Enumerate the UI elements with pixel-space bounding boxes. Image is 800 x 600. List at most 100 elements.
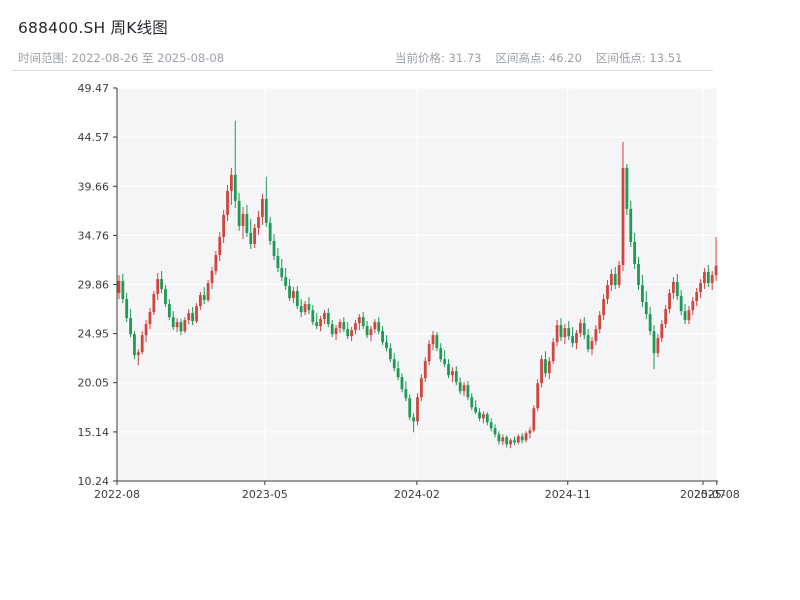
candle-body — [551, 342, 555, 362]
x-tick-label: 2025-08 — [694, 488, 740, 501]
header-divider — [12, 70, 713, 71]
candle-body — [644, 302, 648, 315]
candle-body — [485, 414, 489, 423]
x-tick-label: 2022-08 — [94, 488, 140, 501]
candle-body — [555, 325, 559, 343]
candle-body — [528, 430, 532, 434]
candle-body — [482, 414, 485, 419]
candle-body — [660, 324, 664, 339]
candle-body — [664, 309, 668, 325]
candle-body — [652, 331, 656, 354]
candle-body — [284, 277, 288, 287]
page-title: 688400.SH 周K线图 — [18, 19, 168, 37]
candle-body — [369, 329, 373, 336]
candle-body — [214, 254, 218, 272]
x-tick-label: 2024-02 — [394, 488, 440, 501]
candle-body — [175, 322, 179, 328]
candle-body — [447, 364, 450, 376]
candle-body — [140, 335, 144, 353]
candle-body — [629, 208, 633, 242]
candle-body — [388, 348, 392, 360]
candle-body — [598, 315, 602, 330]
candle-body — [613, 274, 617, 286]
candle-body — [233, 174, 237, 201]
candle-body — [609, 274, 613, 286]
candle-body — [268, 222, 272, 241]
candle-body — [668, 293, 671, 310]
candle-body — [295, 291, 299, 307]
candle-body — [400, 377, 404, 390]
candle-body — [559, 325, 563, 338]
candle-body — [621, 167, 625, 266]
candle-body — [326, 313, 330, 325]
candle-body — [714, 265, 718, 276]
candle-body — [633, 241, 637, 265]
candle-body — [458, 382, 462, 392]
candle-body — [396, 368, 400, 378]
candle-body — [462, 385, 466, 392]
candle-body — [249, 232, 253, 244]
candle-body — [338, 322, 342, 329]
y-tick-label: 15.14 — [78, 426, 110, 439]
y-tick-label: 29.86 — [78, 278, 110, 291]
candle-body — [315, 322, 319, 327]
candle-body — [117, 281, 121, 294]
candle-body — [567, 328, 571, 337]
candle-body — [586, 335, 590, 350]
candle-body — [261, 198, 264, 217]
candle-body — [466, 385, 470, 398]
candle-body — [575, 333, 578, 344]
candle-body — [505, 437, 509, 445]
candle-body — [656, 338, 660, 354]
candle-body — [299, 306, 303, 313]
candle-body — [470, 397, 474, 408]
y-tick-label: 34.76 — [78, 229, 110, 242]
candle-body — [323, 313, 326, 320]
candle-body — [288, 286, 291, 299]
candle-body — [195, 306, 198, 322]
candle-body — [489, 422, 493, 429]
y-tick-label: 20.05 — [78, 377, 110, 390]
candle-body — [148, 312, 152, 325]
candle-body — [253, 227, 257, 244]
candle-body — [350, 330, 353, 337]
candle-body — [648, 314, 652, 332]
candle-body — [474, 407, 478, 413]
candle-body — [594, 329, 598, 342]
candle-body — [292, 291, 295, 299]
candle-body — [303, 304, 307, 313]
candle-body — [272, 240, 276, 256]
candle-body — [346, 329, 350, 337]
candle-body — [509, 440, 512, 445]
candle-body — [365, 326, 369, 336]
candle-body — [152, 294, 156, 313]
candle-body — [226, 190, 229, 215]
candle-body — [544, 359, 547, 374]
candle-body — [563, 328, 567, 338]
candle-body — [307, 304, 311, 311]
candle-body — [198, 295, 202, 307]
candle-body — [245, 213, 249, 233]
candle-body — [706, 272, 710, 284]
price-stats: 当前价格: 31.73 区间高点: 46.20 区间低点: 13.51 — [395, 50, 682, 66]
candle-body — [606, 285, 609, 300]
candle-body — [637, 264, 640, 286]
candle-body — [578, 323, 582, 334]
candle-body — [361, 317, 365, 327]
candle-body — [617, 265, 621, 286]
candle-body — [602, 299, 606, 316]
y-tick-label: 24.95 — [78, 328, 110, 341]
candle-body — [218, 236, 222, 255]
candle-body — [450, 371, 454, 376]
candle-body — [571, 336, 574, 344]
candle-body — [536, 383, 540, 409]
candle-body — [691, 301, 695, 311]
candle-body — [167, 304, 171, 318]
candle-body — [454, 371, 458, 383]
candle-body — [191, 313, 195, 322]
candle-body — [373, 322, 377, 330]
candle-body — [493, 428, 497, 435]
time-range-label: 时间范围: 2022-08-26 至 2025-08-08 — [18, 51, 225, 65]
